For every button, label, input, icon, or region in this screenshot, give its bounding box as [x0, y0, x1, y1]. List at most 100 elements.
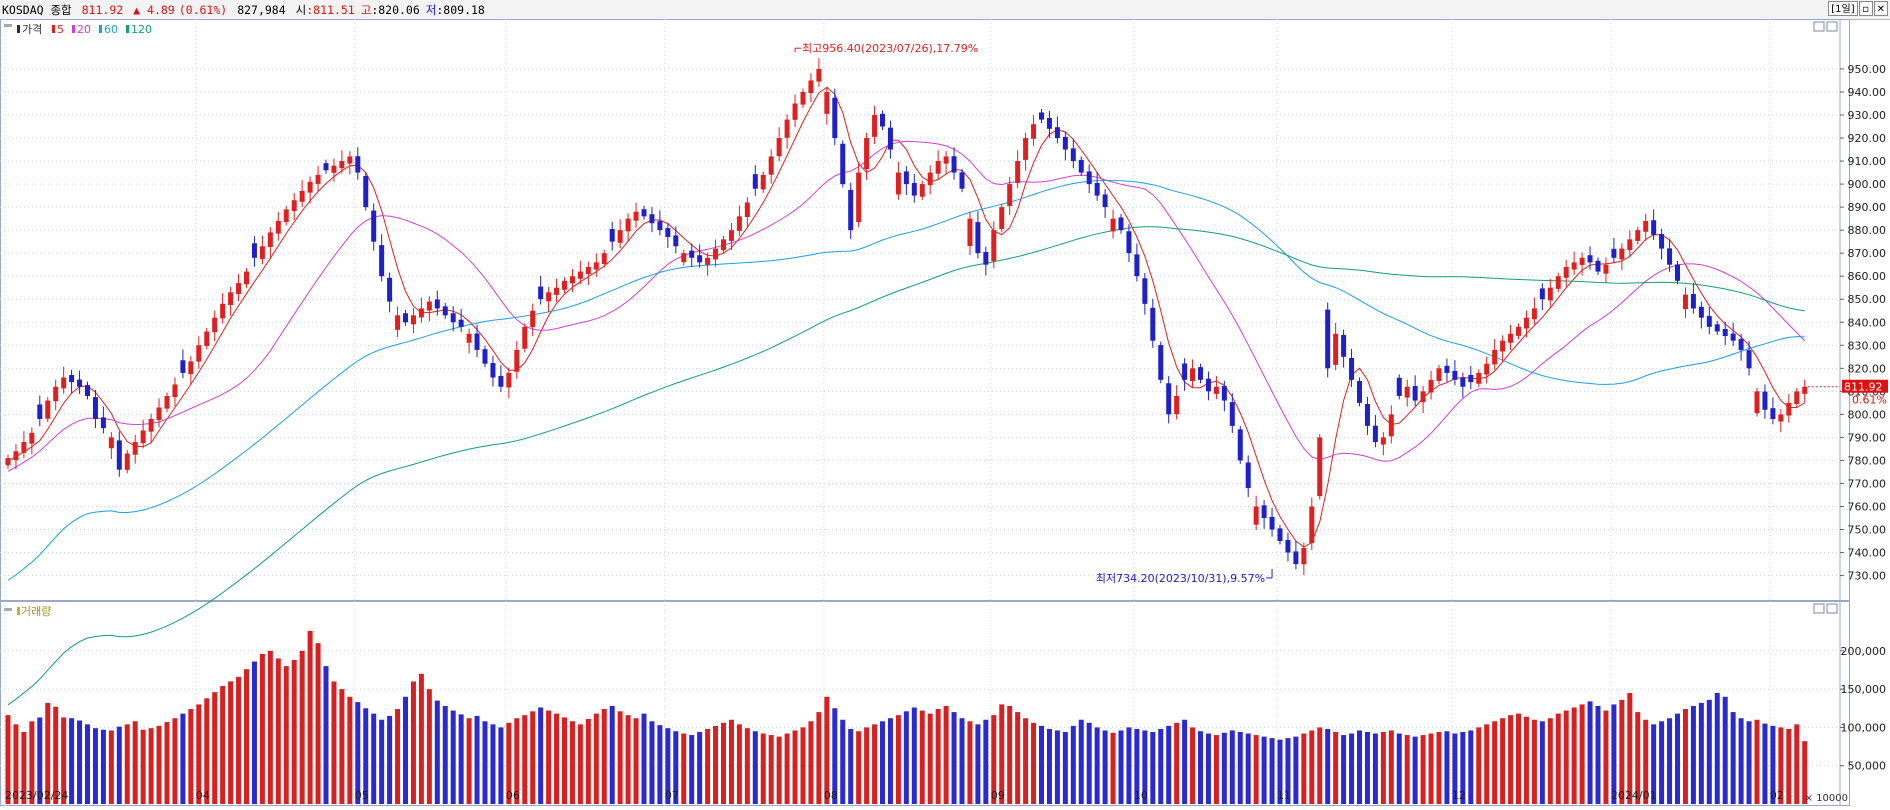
- volume-bar: [903, 711, 909, 804]
- volume-bar: [498, 727, 504, 804]
- period-selector[interactable]: [1일]: [1828, 1, 1858, 16]
- candle-body: [1730, 333, 1736, 341]
- candle-body: [641, 209, 647, 217]
- volume-bar: [705, 728, 711, 804]
- candle-body: [752, 174, 758, 189]
- volume-bar: [196, 704, 202, 804]
- window-controls: [1일] ▫ ✕: [1828, 1, 1888, 16]
- volume-bar: [1372, 733, 1378, 804]
- volume-bar: [1253, 735, 1259, 804]
- volume-bar: [1587, 701, 1593, 804]
- candle-body: [935, 161, 941, 174]
- price-close-icon[interactable]: [1826, 21, 1838, 32]
- price-tick-label: 950.00: [1848, 63, 1887, 76]
- candle-body: [299, 190, 305, 202]
- candle-body: [1229, 402, 1235, 426]
- candle-body: [1213, 386, 1219, 394]
- volume-bar: [1333, 732, 1339, 804]
- volume-bar: [267, 650, 273, 804]
- candle-body: [554, 287, 560, 295]
- ma-line-120: [7, 226, 1805, 706]
- candle-body: [530, 310, 536, 328]
- current-price-box: [1842, 379, 1888, 393]
- volume-bar: [37, 717, 43, 804]
- volume-bar: [1563, 710, 1569, 804]
- candle-body: [45, 400, 51, 419]
- volume-bar: [307, 630, 313, 804]
- candle-body: [546, 292, 552, 302]
- price-minimize-icon[interactable]: [1813, 21, 1825, 32]
- volume-bar: [522, 715, 528, 804]
- candle-body: [697, 255, 703, 263]
- date-label: 07: [665, 789, 679, 802]
- candle-body: [1754, 391, 1760, 414]
- current-price-label: 811.92: [1844, 381, 1883, 394]
- candle-body: [379, 245, 385, 277]
- candle-body: [13, 451, 19, 461]
- volume-bar: [1388, 730, 1394, 804]
- low-label: 저: [425, 2, 437, 17]
- candle-body: [633, 211, 639, 221]
- candle-body: [53, 386, 59, 402]
- volume-bar: [784, 733, 790, 804]
- volume-bar: [617, 711, 623, 804]
- candle-body: [1142, 278, 1148, 304]
- volume-bar: [1516, 713, 1521, 804]
- volume-bar: [1492, 721, 1498, 804]
- candle-body: [482, 349, 488, 364]
- volume-bar: [1802, 741, 1808, 804]
- candle-body: [1452, 370, 1458, 380]
- close-icon[interactable]: ✕: [1873, 1, 1888, 16]
- candle-body: [291, 200, 297, 212]
- volume-bar: [204, 698, 210, 804]
- candle-body: [569, 276, 575, 284]
- candle-body: [1309, 506, 1315, 544]
- pin-icon[interactable]: ▫: [1858, 1, 1873, 16]
- candle-body: [355, 156, 361, 173]
- volume-bar: [1531, 719, 1537, 804]
- volume-bar: [1190, 727, 1196, 804]
- candle-body: [1786, 402, 1792, 416]
- price-tick-label: 840.00: [1848, 316, 1887, 329]
- volume-bar: [999, 704, 1005, 804]
- volume-bar: [1205, 733, 1211, 804]
- date-label: 08: [824, 789, 838, 802]
- candle-body: [856, 172, 862, 223]
- volume-bar: [673, 731, 679, 804]
- volume-bar: [848, 728, 854, 804]
- candle-body: [1031, 124, 1037, 139]
- candle-body: [967, 218, 973, 247]
- candle-body: [1555, 276, 1561, 289]
- candle-body: [458, 319, 464, 327]
- volume-bar: [1357, 730, 1362, 804]
- volume-bar: [228, 681, 234, 804]
- candle-body: [1039, 112, 1044, 120]
- last-price: 811.92: [81, 2, 124, 17]
- volume-bar: [1126, 727, 1132, 804]
- ma-line-60: [7, 179, 1805, 581]
- volume-close-icon[interactable]: [1826, 603, 1838, 614]
- candle-body: [1102, 194, 1108, 208]
- price-tick-label: 750.00: [1848, 524, 1887, 537]
- candle-body: [434, 299, 440, 309]
- volume-bar: [418, 673, 424, 804]
- volume-bar: [1571, 707, 1577, 804]
- candle-body: [1508, 333, 1514, 343]
- volume-bar: [116, 726, 122, 804]
- volume-bar: [736, 724, 742, 804]
- volume-bar: [808, 721, 814, 804]
- candle-body: [625, 218, 631, 232]
- candle-body: [92, 397, 98, 419]
- volume-bar: [856, 731, 862, 804]
- candle-body: [1333, 333, 1339, 365]
- volume-minimize-icon[interactable]: [1813, 603, 1825, 614]
- candle-body: [927, 172, 933, 186]
- candle-body: [585, 266, 591, 275]
- candle-body: [840, 143, 846, 185]
- volume-bar: [951, 712, 957, 804]
- candle-body: [275, 220, 281, 234]
- candle-body: [1643, 220, 1649, 232]
- candlestick-series: [5, 58, 1808, 576]
- volume-bar: [323, 666, 329, 804]
- candle-body: [1372, 425, 1378, 443]
